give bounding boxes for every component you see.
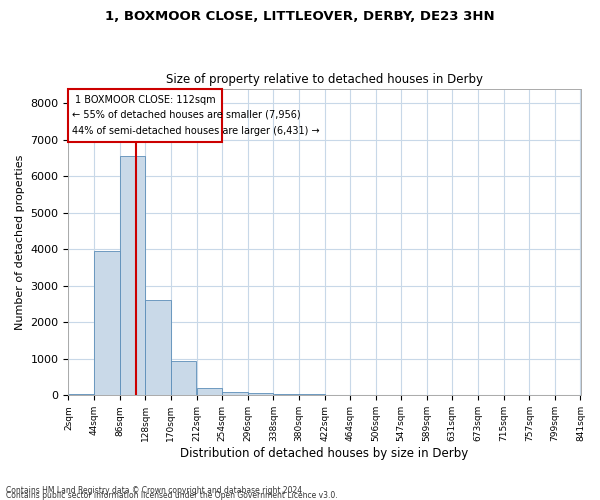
Text: 1, BOXMOOR CLOSE, LITTLEOVER, DERBY, DE23 3HN: 1, BOXMOOR CLOSE, LITTLEOVER, DERBY, DE2…	[105, 10, 495, 23]
Bar	[223, 392, 248, 396]
Text: 44% of semi-detached houses are larger (6,431) →: 44% of semi-detached houses are larger (…	[72, 126, 320, 136]
Y-axis label: Number of detached properties: Number of detached properties	[15, 154, 25, 330]
FancyBboxPatch shape	[68, 90, 222, 142]
Bar	[248, 393, 274, 396]
Text: Contains HM Land Registry data © Crown copyright and database right 2024.: Contains HM Land Registry data © Crown c…	[6, 486, 305, 495]
Bar	[299, 394, 325, 396]
X-axis label: Distribution of detached houses by size in Derby: Distribution of detached houses by size …	[181, 447, 469, 460]
Title: Size of property relative to detached houses in Derby: Size of property relative to detached ho…	[166, 73, 483, 86]
Bar	[120, 156, 145, 396]
Bar	[68, 394, 94, 396]
Text: 1 BOXMOOR CLOSE: 112sqm: 1 BOXMOOR CLOSE: 112sqm	[75, 95, 215, 105]
Bar	[94, 251, 119, 396]
Bar	[197, 388, 222, 396]
Text: Contains public sector information licensed under the Open Government Licence v3: Contains public sector information licen…	[6, 491, 338, 500]
Bar	[274, 394, 299, 396]
Bar	[171, 360, 196, 396]
Text: ← 55% of detached houses are smaller (7,956): ← 55% of detached houses are smaller (7,…	[72, 110, 301, 120]
Bar	[145, 300, 171, 396]
